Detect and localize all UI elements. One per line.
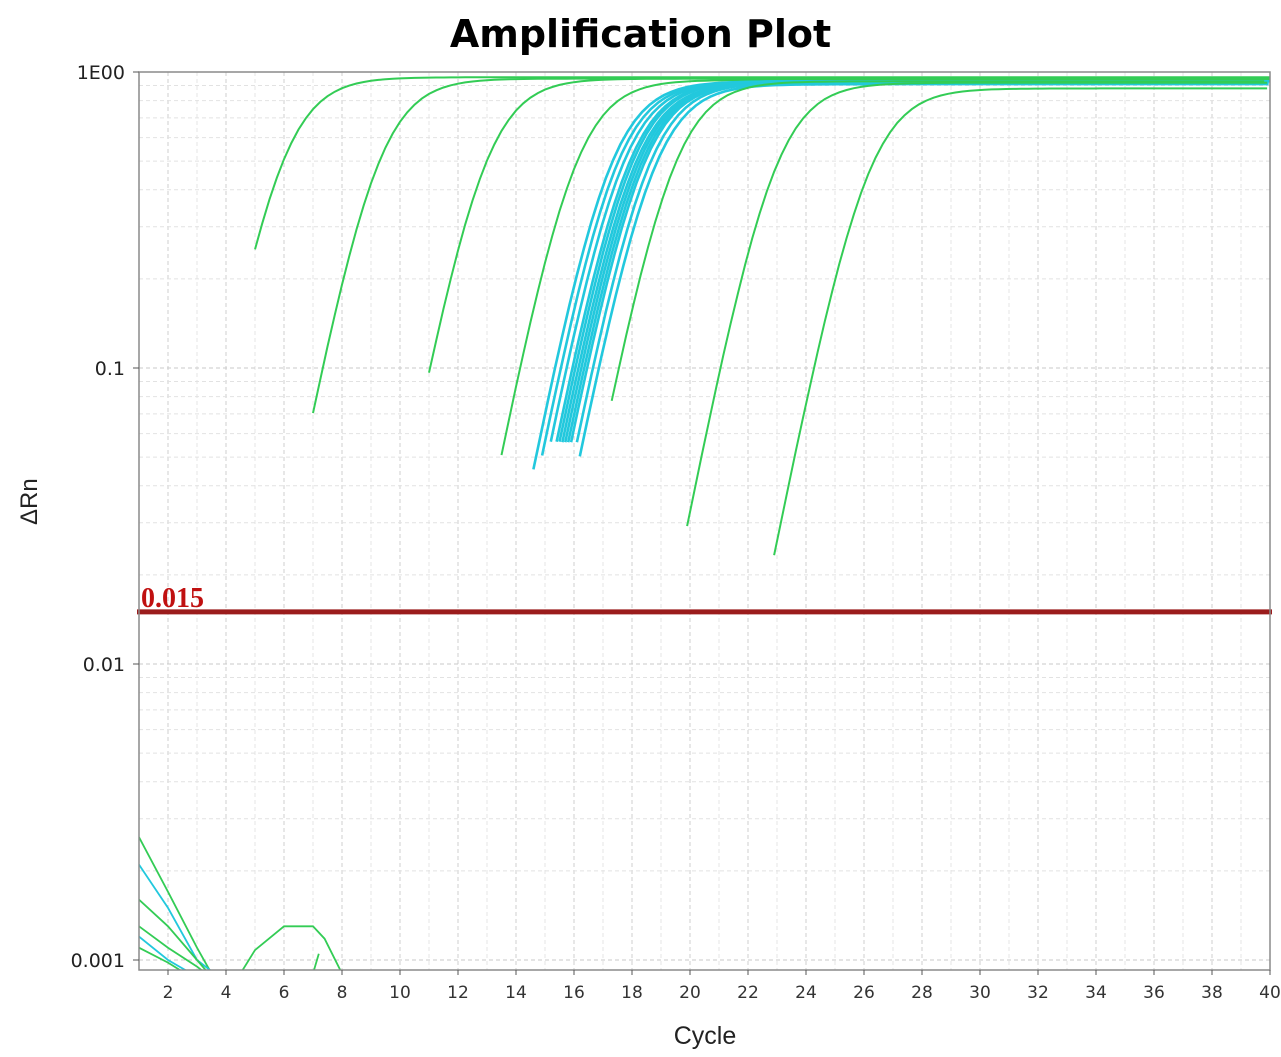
x-tick-label: 28 xyxy=(911,983,933,1003)
baseline-noise-3 xyxy=(139,898,207,970)
x-tick-label: 6 xyxy=(279,983,290,1003)
x-tick-label: 2 xyxy=(163,983,174,1003)
axes: 2 4 6 8 10 12 14 16 18 20 22 24 26 28 30 32 34 36 38 400.00… xyxy=(71,62,1281,1003)
x-tick-label: 24 xyxy=(795,983,817,1003)
x-tick-label: 30 xyxy=(969,983,991,1003)
amplification-curve-15 xyxy=(578,82,1269,457)
x-tick-label: 12 xyxy=(447,983,469,1003)
baseline-noise-1 xyxy=(139,836,211,970)
baseline-noise-2 xyxy=(139,864,212,970)
x-tick-label: 20 xyxy=(679,983,701,1003)
x-tick-label: 32 xyxy=(1027,983,1049,1003)
plot-area xyxy=(139,72,1270,970)
x-axis-label: Cycle xyxy=(673,1022,737,1050)
y-tick-label: 0.01 xyxy=(83,654,125,676)
plot-frame xyxy=(138,71,1271,971)
x-tick-label: 14 xyxy=(505,983,527,1003)
x-tick-label: 36 xyxy=(1143,983,1165,1003)
threshold-group: 0.015 xyxy=(137,583,1272,615)
x-tick-label: 40 xyxy=(1259,983,1281,1003)
x-tick-label: 4 xyxy=(221,983,232,1003)
x-tick-label: 34 xyxy=(1085,983,1107,1003)
x-tick-label: 22 xyxy=(737,983,759,1003)
x-tick-label: 16 xyxy=(563,983,585,1003)
amplification-curve-3 xyxy=(428,77,1270,373)
amplification-curve-17 xyxy=(686,81,1268,527)
x-tick-label: 10 xyxy=(389,983,411,1003)
baseline-noise-5 xyxy=(139,935,187,970)
baseline-noise-7 xyxy=(241,925,342,970)
grid-lines xyxy=(138,72,1271,970)
x-tick-label: 38 xyxy=(1201,983,1223,1003)
x-tick-label: 8 xyxy=(337,983,348,1003)
x-tick-label: 18 xyxy=(621,983,643,1003)
amplification-curve-16 xyxy=(610,80,1265,402)
amplification-curve-18 xyxy=(773,87,1268,556)
y-tick-label: 0.1 xyxy=(95,358,125,380)
chart-title: Amplification Plot xyxy=(449,12,832,56)
baseline-noise-8 xyxy=(313,953,320,970)
amplification-curve-1 xyxy=(254,76,1270,250)
y-tick-label: 1E00 xyxy=(77,62,125,84)
amplification-curves xyxy=(139,76,1270,970)
y-tick-label: 0.001 xyxy=(71,950,125,972)
x-tick-label: 26 xyxy=(853,983,875,1003)
threshold-label: 0.015 xyxy=(141,583,204,614)
baseline-noise-4 xyxy=(139,925,203,970)
